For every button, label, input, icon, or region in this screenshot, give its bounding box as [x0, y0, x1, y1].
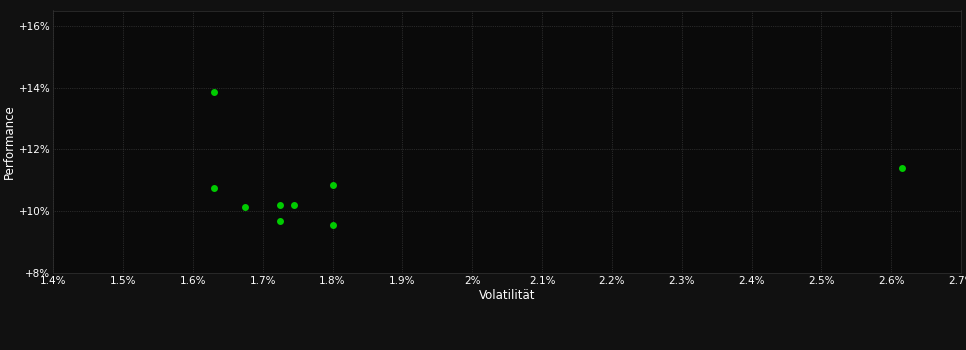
Point [325, 222, 340, 228]
Point [895, 165, 910, 171]
Point [325, 182, 340, 188]
Point [272, 218, 288, 223]
Point [206, 185, 221, 191]
X-axis label: Volatilität: Volatilität [479, 288, 535, 302]
Point [272, 202, 288, 208]
Point [206, 90, 221, 95]
Y-axis label: Performance: Performance [3, 104, 15, 179]
Point [286, 202, 301, 208]
Point [238, 204, 253, 209]
